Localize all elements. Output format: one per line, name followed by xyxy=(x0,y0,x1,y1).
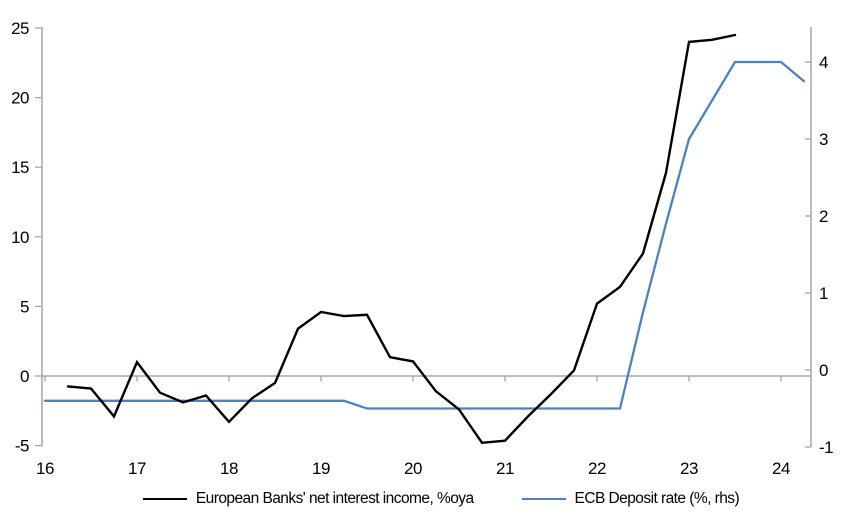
x-axis-label-24: 24 xyxy=(772,459,790,478)
x-axis-label-21: 21 xyxy=(496,459,514,478)
right-axis-label-1: 1 xyxy=(819,284,828,303)
x-axis-label-19: 19 xyxy=(312,459,330,478)
left-axis-label--5: -5 xyxy=(15,437,29,456)
x-axis-label-23: 23 xyxy=(680,459,698,478)
x-axis-label-22: 22 xyxy=(588,459,606,478)
left-axis-label-10: 10 xyxy=(11,228,29,247)
right-axis-label-0: 0 xyxy=(819,361,828,380)
legend-label-net-interest-income: European Banks' net interest income, %oy… xyxy=(195,490,474,507)
legend-line-sample-blue xyxy=(521,498,566,500)
right-axis-label-4: 4 xyxy=(819,53,828,72)
right-axis-label--1: -1 xyxy=(819,438,833,457)
x-axis-label-16: 16 xyxy=(36,459,54,478)
left-axis-label-25: 25 xyxy=(11,19,29,38)
left-axis-label-20: 20 xyxy=(11,89,29,108)
x-axis-label-20: 20 xyxy=(404,459,422,478)
legend-label-ecb-deposit-rate: ECB Deposit rate (%, rhs) xyxy=(574,490,740,507)
left-axis-label-0: 0 xyxy=(20,367,29,386)
series-line-ecb-deposit-rate xyxy=(43,60,806,410)
left-axis-label-15: 15 xyxy=(11,158,29,177)
legend-item-ecb-deposit-rate: ECB Deposit rate (%, rhs) xyxy=(521,489,740,509)
right-axis-label-3: 3 xyxy=(819,130,828,149)
legend-line-sample-black xyxy=(142,498,187,500)
x-axis-label-17: 17 xyxy=(128,459,146,478)
chart-legend: European Banks' net interest income, %oy… xyxy=(0,489,852,509)
x-axis-label-18: 18 xyxy=(220,459,238,478)
left-axis-label-5: 5 xyxy=(20,297,29,316)
right-axis-label-2: 2 xyxy=(819,207,828,226)
legend-item-net-interest-income: European Banks' net interest income, %oy… xyxy=(142,489,474,509)
series-line-net-interest-income xyxy=(66,33,737,445)
